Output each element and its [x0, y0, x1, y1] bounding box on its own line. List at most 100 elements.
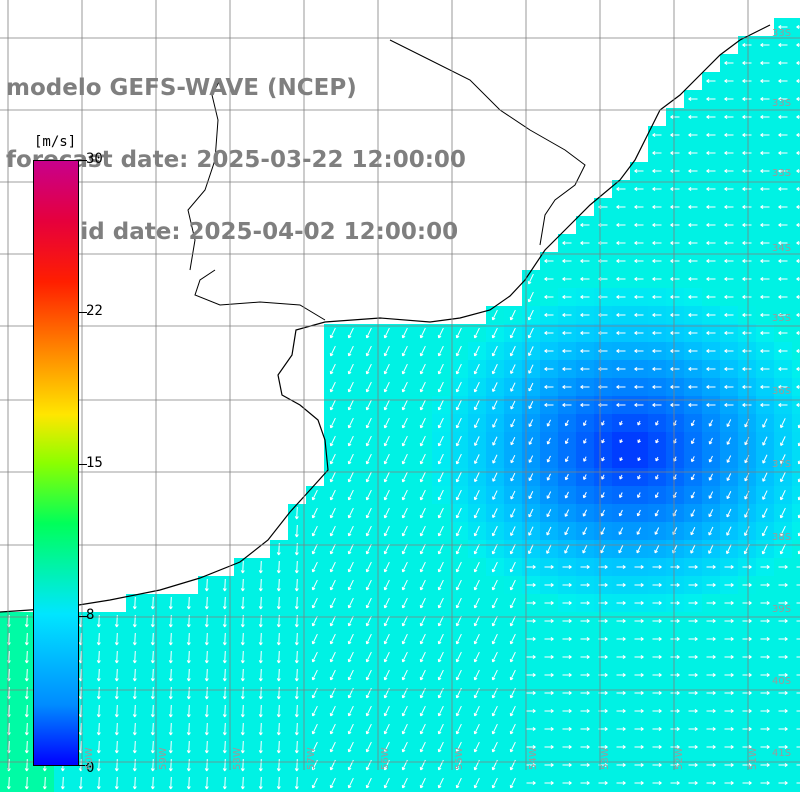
wind-arrow: [365, 399, 372, 411]
wind-arrow: [544, 781, 554, 785]
wind-arrow: [636, 527, 642, 535]
wind-arrow: [690, 438, 695, 445]
wind-arrow: [544, 583, 554, 587]
wind-arrow: [294, 650, 299, 664]
wind-arrow: [634, 565, 644, 569]
wind-arrow: [562, 727, 572, 731]
wind-arrow: [724, 97, 734, 101]
wind-arrow: [778, 331, 788, 335]
wind-arrow: [580, 583, 590, 587]
ocean-cell: [792, 396, 800, 414]
wind-arrow: [778, 43, 788, 47]
ocean-cell: [792, 504, 800, 522]
wind-arrow: [329, 669, 336, 681]
wind-arrow: [401, 543, 408, 555]
wind-arrow: [688, 259, 698, 263]
wind-arrow: [492, 436, 498, 446]
wind-arrow: [761, 543, 768, 555]
wind-arrow: [401, 705, 408, 717]
wind-arrow: [168, 758, 173, 772]
wind-arrow: [473, 741, 480, 753]
wind-arrow: [742, 313, 752, 317]
wind-arrow: [311, 705, 318, 717]
ocean-cell: [792, 252, 800, 270]
wind-arrow: [473, 327, 480, 339]
wind-arrow: [526, 619, 536, 623]
wind-arrow: [601, 438, 605, 444]
wind-arrow: [419, 363, 426, 375]
wind-arrow: [637, 474, 641, 480]
wind-arrow: [509, 345, 516, 357]
wind-arrow: [708, 491, 714, 499]
wind-arrow: [419, 597, 426, 609]
wind-arrow: [294, 578, 299, 592]
wind-arrow: [562, 691, 572, 695]
wind-arrow: [652, 367, 662, 371]
wind-arrow: [258, 560, 263, 574]
wind-arrow: [419, 345, 426, 357]
wind-arrow: [24, 704, 29, 718]
wind-arrow: [688, 313, 698, 317]
wind-arrow: [652, 565, 662, 569]
wind-arrow: [383, 417, 390, 429]
wind-arrow: [742, 385, 752, 389]
wind-arrow: [347, 399, 354, 411]
wind-arrow: [509, 741, 516, 753]
wind-arrow: [688, 763, 698, 767]
longitude-label: 53W: [600, 747, 611, 770]
wind-arrow: [365, 543, 372, 555]
wind-arrow: [706, 673, 716, 677]
wind-arrow: [383, 777, 390, 789]
wind-arrow: [724, 781, 734, 785]
wind-arrow: [706, 133, 716, 137]
wind-arrow: [562, 709, 572, 713]
wind-arrow: [706, 259, 716, 263]
wind-arrow: [564, 526, 570, 536]
wind-arrow: [168, 776, 173, 790]
wind-arrow: [544, 367, 554, 371]
wind-arrow: [580, 691, 590, 695]
wind-arrow: [544, 673, 554, 677]
wind-arrow: [562, 367, 572, 371]
wind-arrow: [240, 758, 245, 772]
wind-arrow: [796, 241, 800, 245]
latitude-label: 37S: [772, 459, 792, 470]
wind-arrow: [600, 509, 605, 517]
ocean-cell: [792, 432, 800, 450]
wind-arrow: [509, 561, 516, 573]
wind-arrow: [670, 763, 680, 767]
wind-arrow: [96, 686, 101, 700]
wind-arrow: [473, 705, 480, 717]
wind-arrow: [527, 291, 534, 303]
wind-arrow: [796, 385, 800, 389]
wind-arrow: [778, 673, 788, 677]
wind-arrow: [706, 277, 716, 281]
wind-arrow: [634, 601, 644, 605]
wind-arrow: [437, 327, 444, 339]
wind-arrow: [724, 277, 734, 281]
wind-arrow: [546, 419, 551, 427]
wind-arrow: [706, 565, 716, 569]
wind-arrow: [616, 223, 626, 227]
wind-arrow: [455, 399, 462, 411]
wind-arrow: [726, 526, 732, 536]
wind-arrow: [796, 205, 800, 209]
wind-arrow: [580, 637, 590, 641]
ocean-cell: [792, 540, 800, 558]
wind-arrow: [688, 655, 698, 659]
wind-arrow: [760, 781, 770, 785]
wind-arrow: [546, 509, 552, 518]
wind-arrow: [437, 507, 444, 519]
wind-arrow: [150, 776, 155, 790]
wind-arrow: [618, 527, 624, 535]
wind-arrow: [670, 655, 680, 659]
wind-arrow: [114, 704, 119, 718]
wind-arrow: [473, 723, 480, 735]
wind-arrow: [365, 633, 372, 645]
wind-arrow: [294, 722, 299, 736]
wind-arrow: [276, 632, 281, 646]
wind-arrow: [601, 456, 605, 462]
wind-arrow: [544, 385, 554, 389]
wind-arrow: [473, 633, 480, 645]
wind-arrow: [526, 583, 536, 587]
